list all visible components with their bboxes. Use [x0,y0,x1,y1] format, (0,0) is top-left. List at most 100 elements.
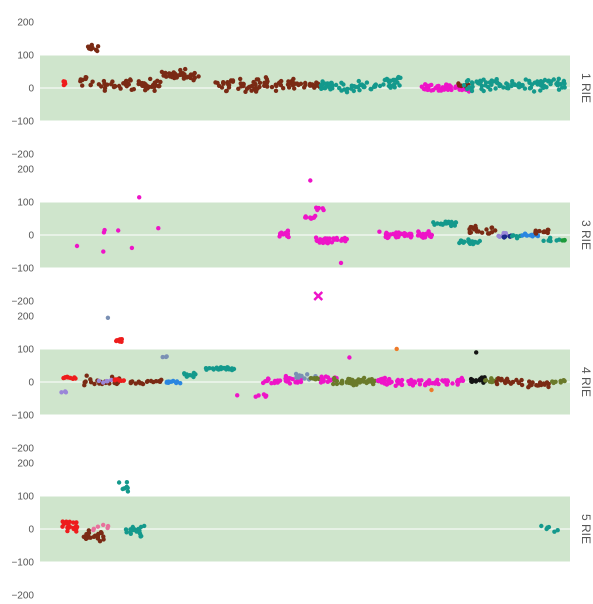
data-point [116,83,122,89]
data-point [555,528,560,533]
data-point [269,84,275,90]
data-point [469,87,474,92]
data-point [489,225,494,230]
data-point [105,315,111,320]
y-tick-label: 0 [28,231,34,242]
data-point [510,379,515,385]
data-point [125,485,130,491]
y-tick-label: 200 [17,312,34,323]
data-point [308,376,313,381]
data-point [88,380,94,385]
data-point [109,377,114,383]
data-point [356,78,361,84]
data-point [479,230,485,235]
data-point [333,82,339,88]
data-point [382,77,387,83]
data-point [257,80,263,86]
data-point [454,379,460,384]
y-tick-label: 100 [17,492,34,503]
data-point [556,87,562,92]
data-point [514,234,519,239]
data-point [377,83,383,89]
data-point [361,375,367,381]
data-point [320,237,325,243]
data-point [168,71,173,77]
y-tick-label: −200 [11,150,34,161]
data-point [120,486,125,492]
data-point [357,88,362,93]
data-point [314,82,319,87]
data-point [152,88,157,94]
data-point [417,382,423,387]
data-point [527,383,532,388]
facet-panel: 200 100 0 −100 −200 4 RIE [11,312,593,455]
data-point [510,81,515,86]
data-point [148,76,153,82]
data-point [155,78,160,84]
data-point [298,379,304,385]
data-point [84,373,89,378]
data-point [416,229,421,234]
data-point [236,86,241,92]
data-point [240,81,246,87]
data-point [562,85,567,90]
data-point [323,81,328,86]
data-point [407,231,412,236]
data-point [408,377,414,383]
data-point [541,238,546,243]
data-point [95,524,101,529]
data-point [149,84,155,90]
data-point [260,380,266,386]
data-point [551,379,556,385]
data-point [319,86,324,92]
data-point [172,71,177,76]
data-point [402,231,407,236]
data-point [509,233,515,239]
data-point [479,86,484,92]
data-point [313,213,318,219]
data-point [329,80,334,86]
data-point [558,378,563,384]
data-point [461,83,467,88]
data-point [483,80,489,85]
data-point [111,84,117,90]
y-tick-label: 200 [17,459,34,470]
data-point [489,379,494,385]
data-point [67,519,72,524]
data-point [138,524,144,530]
data-point [266,376,271,382]
data-point [275,380,280,385]
data-point [163,354,169,360]
data-point [389,379,394,385]
data-point [78,79,83,84]
data-point [497,234,502,239]
data-point [332,377,337,382]
data-point [116,480,122,485]
data-point [157,379,163,384]
data-point [552,529,557,534]
data-point [386,83,392,89]
data-point [429,88,434,93]
data-point [365,378,370,384]
data-point [305,372,310,377]
data-point [483,378,489,383]
facet-panel: 200 100 0 −100 −200 3 RIE [11,165,593,308]
data-point [95,48,100,54]
data-point [466,78,471,83]
data-point [225,80,230,85]
data-point [493,86,498,91]
data-point [460,378,466,383]
data-point [396,230,401,235]
data-point [506,86,511,91]
data-point [243,89,248,95]
y-tick-label: −100 [11,558,34,569]
data-point [423,381,428,386]
data-point [273,82,278,87]
data-point [63,375,68,380]
data-point [522,86,528,91]
data-point [292,86,297,91]
data-point [537,380,543,385]
data-point [537,228,542,234]
data-point [303,80,308,86]
data-point [128,380,133,386]
